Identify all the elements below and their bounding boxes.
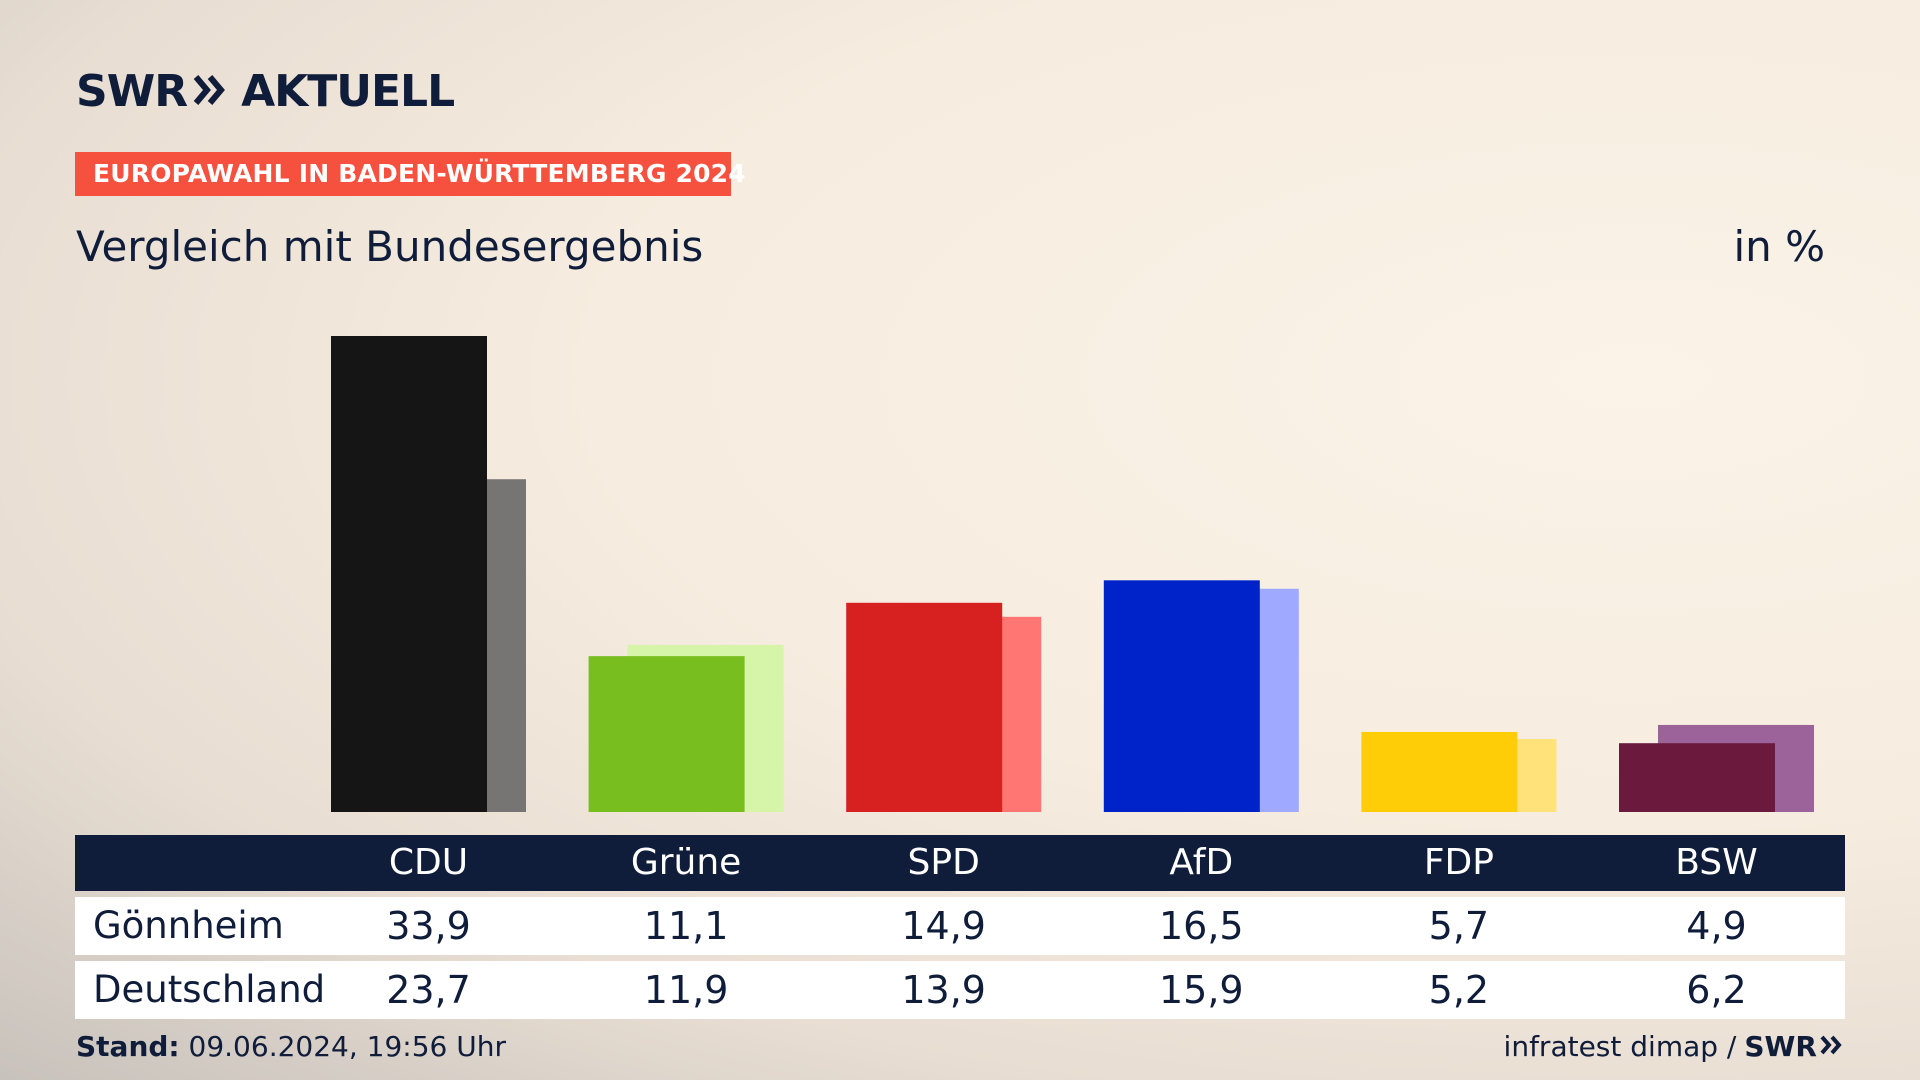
value-cdu: 23,7 [386, 968, 471, 1012]
value-spd: 14,9 [901, 904, 986, 948]
table-row-regional: Gönnheim 33,9 11,1 14,9 16,5 5,7 4,9 [75, 897, 1845, 955]
value-grüne: 11,9 [643, 968, 729, 1012]
results-table: CDU Grüne SPD AfD FDP BSW Gönnheim 33,9 11,1 14… [75, 835, 1845, 1019]
unit-label: in % [1733, 222, 1825, 271]
logo-brand: SWR [76, 66, 188, 117]
header-grüne: Grüne [630, 842, 742, 883]
chart-subtitle: Vergleich mit Bundesergebnis [76, 222, 704, 271]
bar-chart [331, 336, 1814, 812]
double-chevron-icon [193, 73, 227, 111]
source-credit: infratest dimap / SWR [1504, 1030, 1844, 1063]
election-badge: EUROPAWAHL IN BADEN-WÜRTTEMBERG 2024 [75, 152, 746, 196]
value-afd: 16,5 [1158, 904, 1244, 948]
bar-grüne-regional [588, 656, 745, 812]
value-fdp: 5,7 [1428, 904, 1490, 948]
stand-label: Stand: [76, 1030, 180, 1063]
swr-aktuell-logo: SWR AKTUELL [76, 66, 455, 117]
header-spd: SPD [907, 842, 980, 883]
row-label: Deutschland [93, 968, 326, 1011]
value-bsw: 4,9 [1686, 904, 1747, 948]
bar-bsw-regional [1619, 743, 1775, 812]
table-header-row: CDU Grüne SPD AfD FDP BSW [75, 835, 1845, 891]
header-bsw: BSW [1675, 842, 1758, 883]
bar-cdu-regional [331, 336, 487, 812]
stand-value: 09.06.2024, 19:56 Uhr [188, 1030, 506, 1063]
source-text: infratest dimap / [1503, 1030, 1737, 1063]
double-chevron-icon [1820, 1030, 1844, 1063]
value-spd: 13,9 [901, 968, 986, 1012]
row-label: Gönnheim [93, 904, 284, 947]
value-afd: 15,9 [1158, 968, 1244, 1012]
source-brand: SWR [1744, 1030, 1817, 1063]
bar-spd-regional [846, 602, 1003, 812]
value-bsw: 6,2 [1686, 968, 1747, 1012]
timestamp: Stand: 09.06.2024, 19:56 Uhr [76, 1030, 506, 1063]
value-grüne: 11,1 [643, 904, 729, 948]
value-fdp: 5,2 [1428, 968, 1490, 1012]
bar-afd-regional [1103, 580, 1260, 812]
header-fdp: FDP [1423, 842, 1494, 883]
table-row-national: Deutschland 23,7 11,9 13,9 15,9 5,2 6,2 [75, 961, 1845, 1019]
header-cdu: CDU [388, 842, 469, 883]
logo-product: AKTUELL [241, 66, 455, 117]
value-cdu: 33,9 [386, 904, 471, 948]
bar-fdp-regional [1361, 731, 1518, 812]
header-afd: AfD [1169, 842, 1234, 883]
